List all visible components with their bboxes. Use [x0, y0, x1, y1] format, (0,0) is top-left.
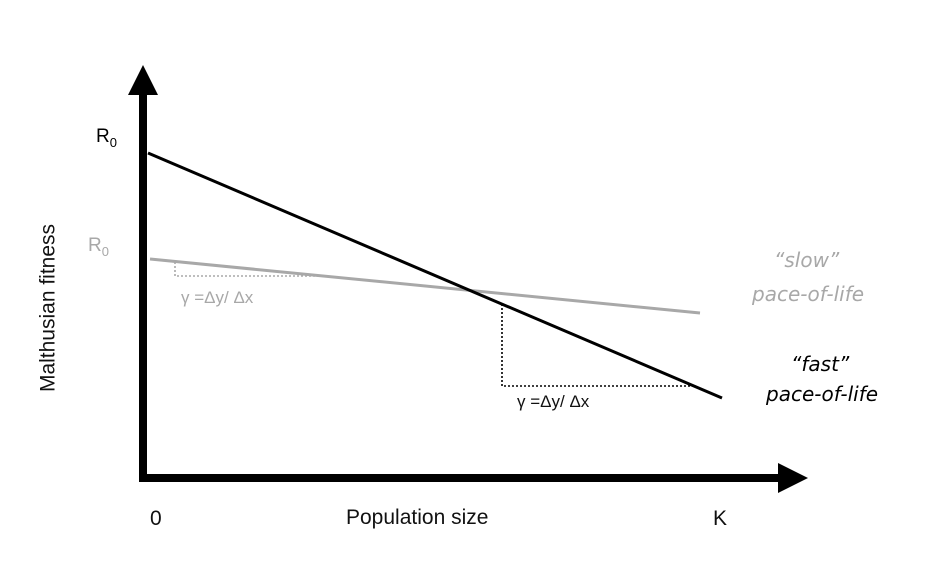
slow-label-line2: pace-of-life	[752, 282, 865, 306]
slow-gamma-label: γ =Δy/ Δx	[181, 288, 254, 307]
x-axis-end-label: K	[713, 507, 728, 530]
fast-r0-base: R	[96, 126, 110, 147]
y-axis-label: Malthusian fitness	[36, 223, 60, 393]
y-axis-arrowhead	[128, 65, 158, 95]
fast-line	[147, 151, 723, 400]
slow-r0-sub: 0	[101, 243, 109, 259]
fast-gamma-label: γ =Δy/ Δx	[517, 392, 590, 411]
slow-line	[149, 257, 701, 315]
slow-r0-label: R0	[88, 236, 109, 258]
fast-slope-triangle	[501, 304, 690, 387]
slow-label-line1: “slow”	[774, 248, 840, 272]
slow-r0-base: R	[88, 235, 102, 256]
fast-label-line2: pace-of-life	[766, 382, 879, 406]
x-axis-label: Population size	[346, 506, 489, 529]
x-axis-start-label: 0	[150, 507, 162, 530]
x-axis-arrowhead	[778, 463, 808, 493]
fast-r0-label: R0	[96, 127, 117, 149]
fast-label-line1: “fast”	[791, 352, 850, 376]
fast-r0-sub: 0	[109, 134, 117, 150]
slow-slope-triangle	[174, 262, 318, 277]
